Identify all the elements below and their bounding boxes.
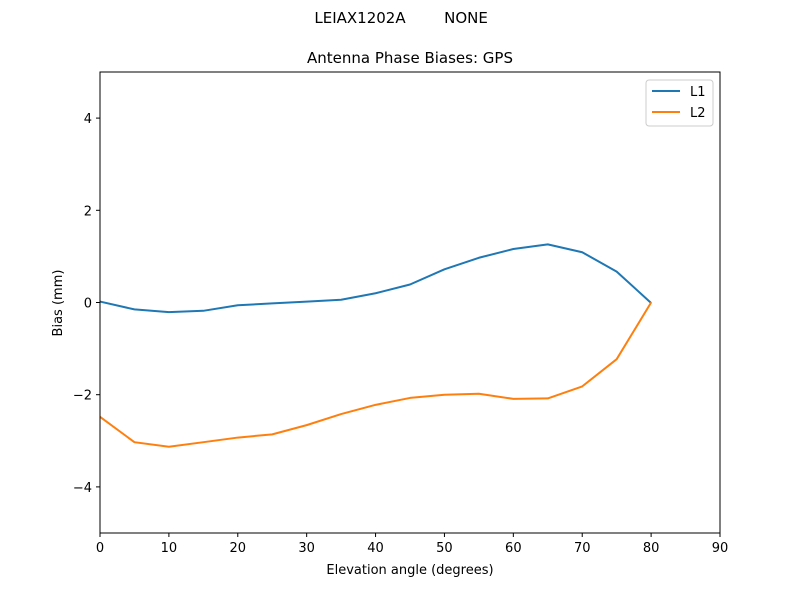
y-tick-label: 2 (84, 204, 92, 219)
legend-label-l2: L2 (690, 106, 706, 121)
x-tick-label: 0 (96, 541, 104, 556)
x-axis-label: Elevation angle (degrees) (326, 563, 493, 578)
series-line-l2 (99, 301, 652, 448)
legend: L1 L2 (645, 79, 714, 127)
x-tick-label: 10 (161, 541, 178, 556)
y-tick-label: 0 (84, 297, 92, 312)
x-tick-label: 20 (230, 541, 247, 556)
axes-frame (99, 71, 721, 534)
plot-area (99, 243, 652, 448)
x-tick-label: 70 (574, 541, 591, 556)
x-tick-label: 30 (298, 541, 315, 556)
x-tick-label: 60 (505, 541, 522, 556)
legend-label-l1: L1 (690, 85, 706, 100)
chart-title: Antenna Phase Biases: GPS (307, 49, 513, 67)
y-axis-ticks: −4 −2 0 2 4 (73, 112, 100, 496)
y-tick-label: −4 (73, 481, 92, 496)
y-tick-label: −2 (73, 389, 92, 404)
x-tick-label: 80 (643, 541, 660, 556)
x-axis-ticks: 0 10 20 30 40 50 60 70 80 90 (96, 533, 728, 556)
suptitle-left: LEIAX1202A (314, 9, 406, 27)
y-tick-label: 4 (84, 112, 92, 127)
x-tick-label: 90 (712, 541, 729, 556)
suptitle-right: NONE (444, 9, 488, 27)
x-tick-label: 50 (436, 541, 453, 556)
x-tick-label: 40 (367, 541, 384, 556)
series-line-l1 (99, 243, 652, 314)
y-axis-label: Bias (mm) (51, 270, 66, 337)
